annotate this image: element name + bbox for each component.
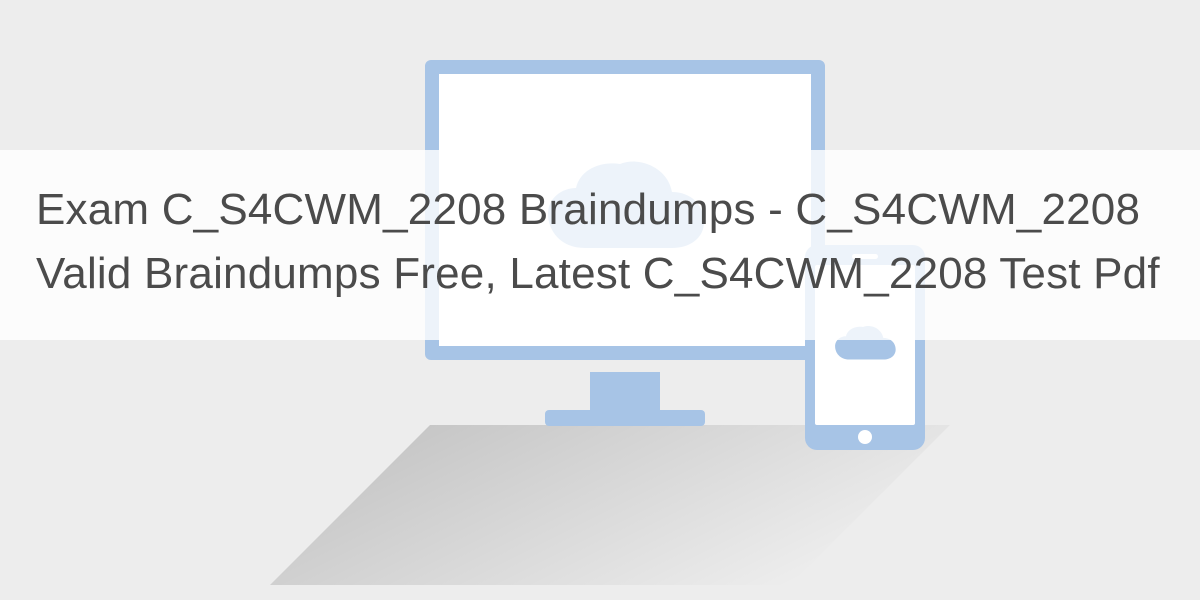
- headline-text: Exam C_S4CWM_2208 Braindumps - C_S4CWM_2…: [36, 178, 1164, 306]
- graphic-canvas: Exam C_S4CWM_2208 Braindumps - C_S4CWM_2…: [0, 0, 1200, 600]
- headline-overlay: Exam C_S4CWM_2208 Braindumps - C_S4CWM_2…: [0, 150, 1200, 340]
- monitor-base: [545, 410, 705, 426]
- phone-home-button: [858, 430, 872, 444]
- monitor-stand: [590, 372, 660, 412]
